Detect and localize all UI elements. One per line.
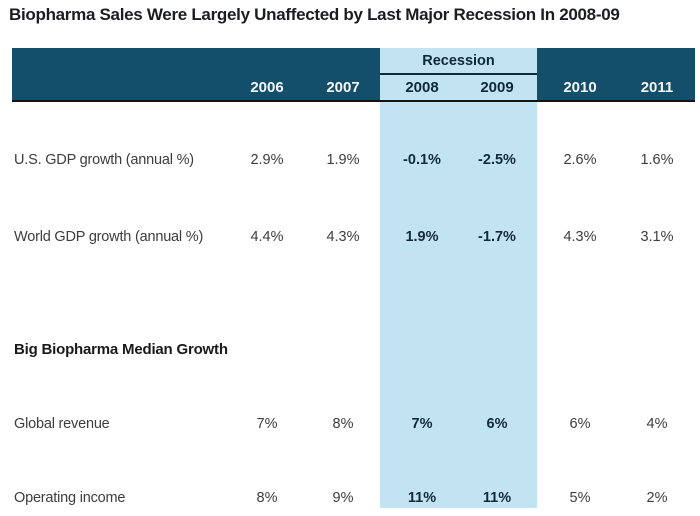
table-row: World GDP growth (annual %) 4.4% 4.3% 1.9% -… <box>0 227 700 247</box>
value-2008: 7% <box>411 416 433 432</box>
year-header-2008: 2008 <box>405 79 439 96</box>
value-2010: 5% <box>569 490 591 506</box>
year-row: 2006 2007 2008 2009 2010 2011 <box>0 77 700 99</box>
value-2006: 8% <box>256 490 278 506</box>
value-2006: 7% <box>256 416 278 432</box>
value-2009: -1.7% <box>478 229 516 245</box>
value-2011: 2% <box>646 490 668 506</box>
value-2010: 4.3% <box>563 229 597 245</box>
value-2010: 6% <box>569 416 591 432</box>
value-2010: 2.6% <box>563 152 597 168</box>
value-2009: -2.5% <box>478 152 516 168</box>
value-2007: 4.3% <box>326 229 360 245</box>
year-header-2011: 2011 <box>640 79 674 96</box>
year-header-2009: 2009 <box>480 79 514 96</box>
table-header-band <box>12 48 695 100</box>
year-header-2006: 2006 <box>250 79 284 96</box>
value-2007: 1.9% <box>326 152 360 168</box>
chart-title: Biopharma Sales Were Largely Unaffected … <box>9 5 620 24</box>
year-header-2010: 2010 <box>563 79 597 96</box>
value-2008: 1.9% <box>405 229 439 245</box>
row-label: Global revenue <box>14 416 110 432</box>
value-2011: 4% <box>646 416 668 432</box>
recession-highlight-band <box>380 48 537 508</box>
row-label: Operating income <box>14 490 126 506</box>
value-2011: 3.1% <box>640 229 674 245</box>
recession-divider-line <box>380 73 537 75</box>
header-bottom-rule <box>12 100 695 102</box>
value-2008: 11% <box>407 490 437 506</box>
value-2006: 2.9% <box>250 152 284 168</box>
value-2009: 6% <box>486 416 508 432</box>
table-row: Global revenue 7% 8% 7% 6% 6% 4% <box>0 414 700 434</box>
section-row: Big Biopharma Median Growth <box>0 340 700 360</box>
recession-label: Recession <box>422 53 495 69</box>
value-2008: -0.1% <box>403 152 441 168</box>
year-header-2007: 2007 <box>326 79 360 96</box>
value-2007: 9% <box>332 490 354 506</box>
value-2009: 11% <box>482 490 512 506</box>
table-row: U.S. GDP growth (annual %) 2.9% 1.9% -0.1% -… <box>0 150 700 170</box>
section-label: Big Biopharma Median Growth <box>14 341 228 358</box>
value-2007: 8% <box>332 416 354 432</box>
value-2006: 4.4% <box>250 229 284 245</box>
table-row: Operating income 8% 9% 11% 11% 5% 2% <box>0 488 700 508</box>
value-2011: 1.6% <box>640 152 674 168</box>
row-label: U.S. GDP growth (annual %) <box>14 152 194 168</box>
row-label: World GDP growth (annual %) <box>14 229 204 245</box>
